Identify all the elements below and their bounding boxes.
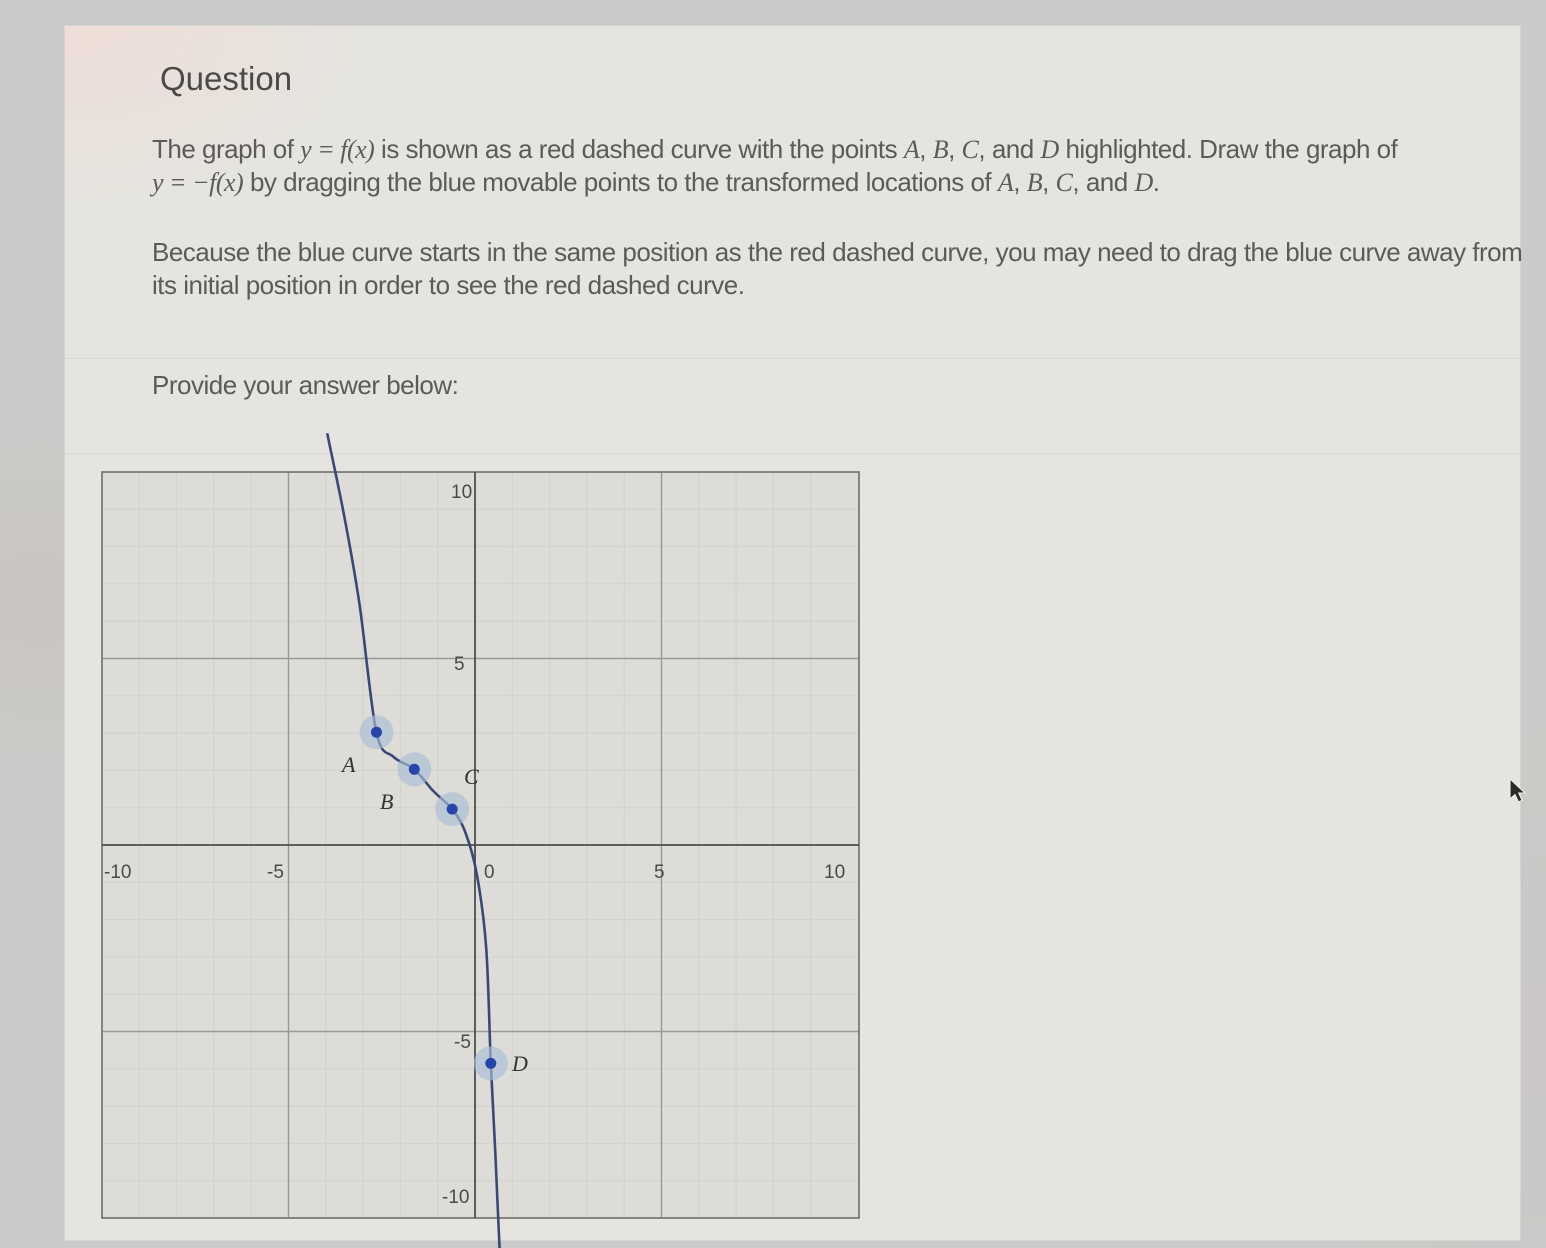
svg-text:5: 5 (454, 654, 465, 675)
svg-text:5: 5 (654, 862, 665, 883)
svg-text:C: C (464, 764, 479, 789)
svg-text:10: 10 (451, 482, 472, 503)
svg-text:-10: -10 (104, 862, 131, 883)
svg-text:10: 10 (824, 862, 845, 883)
svg-text:-5: -5 (267, 862, 284, 883)
svg-text:-5: -5 (454, 1032, 471, 1053)
svg-text:-10: -10 (442, 1187, 469, 1208)
svg-text:D: D (511, 1051, 528, 1076)
svg-text:B: B (380, 789, 393, 814)
svg-text:A: A (340, 752, 356, 777)
svg-text:0: 0 (484, 862, 495, 883)
